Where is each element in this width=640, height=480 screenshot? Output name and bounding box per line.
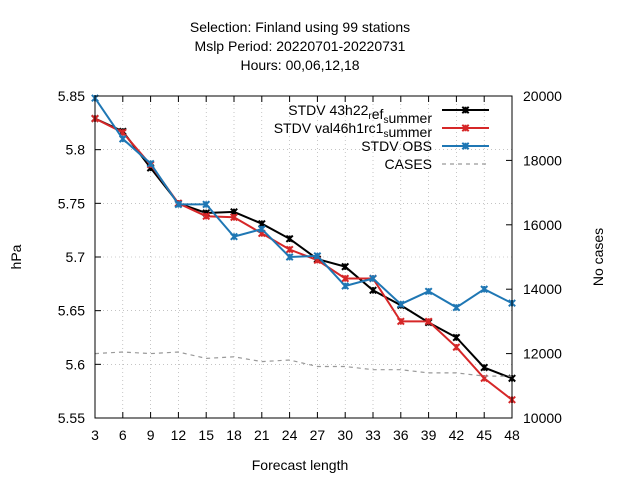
data-point: [341, 262, 350, 271]
x-tick-label: 6: [119, 427, 127, 443]
x-tick-label: 9: [147, 427, 155, 443]
legend-marker: [461, 124, 470, 132]
y-tick-label: 5.85: [58, 88, 85, 104]
chart-title: Selection: Finland using 99 stations Msl…: [190, 19, 410, 73]
series-line: [94, 351, 512, 377]
x-tick-label: 39: [421, 427, 437, 443]
series-layer: [91, 94, 516, 404]
y-axis-label: hPa: [8, 244, 24, 269]
y2-tick-label: 12000: [523, 346, 562, 362]
title-line-2: Mslp Period: 20220701-20220731: [195, 38, 406, 54]
data-point: [230, 232, 238, 241]
title-line-3: Hours: 00,06,12,18: [240, 57, 359, 73]
legend-label: STDV val46h1rc1summer: [274, 120, 433, 140]
y2-tick-label: 20000: [523, 88, 562, 104]
series-line: [94, 117, 513, 401]
x-tick-label: 42: [449, 427, 465, 443]
x-tick-label: 36: [393, 427, 409, 443]
y2-tick-label: 10000: [523, 410, 562, 426]
data-point: [285, 234, 294, 243]
legend-marker: [461, 142, 470, 150]
legend-label: CASES: [385, 156, 432, 172]
ticks: 3 6 9 12 15 18 21 24 27 30 33 36 39 42 45 485.555.65.65…: [58, 88, 562, 443]
series-2: [91, 114, 516, 404]
data-point: [424, 287, 433, 296]
y2-tick-label: 16000: [523, 217, 562, 233]
legend-label: STDV 43h22refsummer: [288, 102, 432, 126]
legend-label: STDV OBS: [361, 138, 432, 154]
data-point: [452, 303, 461, 312]
data-point: [257, 225, 266, 234]
x-tick-label: 12: [171, 427, 187, 443]
y2-tick-label: 14000: [523, 281, 562, 297]
x-tick-label: 3: [91, 427, 99, 443]
x-tick-label: 27: [310, 427, 326, 443]
data-point: [452, 343, 461, 352]
data-point: [230, 213, 238, 222]
data-point: [452, 333, 461, 342]
series-line: [94, 97, 513, 309]
legend-item-3: STDV OBS: [361, 138, 489, 154]
legend-item-4: CASES: [385, 156, 489, 172]
y2-tick-label: 18000: [523, 152, 562, 168]
data-point: [313, 252, 322, 260]
legend-item-2: STDV val46h1rc1summer: [274, 120, 489, 140]
data-point: [285, 253, 294, 261]
x-tick-label: 48: [504, 427, 520, 443]
x-tick-label: 21: [254, 427, 270, 443]
y2-axis-label: No cases: [590, 228, 606, 286]
x-tick-label: 24: [282, 427, 298, 443]
series-4: [94, 351, 512, 377]
title-line-1: Selection: Finland using 99 stations: [190, 19, 410, 35]
data-point: [424, 317, 433, 326]
y-tick-label: 5.6: [66, 356, 86, 372]
data-point: [369, 286, 377, 295]
data-point: [341, 274, 350, 283]
data-point: [369, 274, 377, 283]
y-tick-label: 5.65: [58, 303, 85, 319]
data-point: [174, 200, 183, 209]
x-tick-label: 33: [365, 427, 381, 443]
x-tick-label: 30: [337, 427, 353, 443]
x-tick-label: 45: [476, 427, 492, 443]
legend-marker: [461, 106, 470, 114]
legend-item-1: STDV 43h22refsummer: [288, 102, 489, 126]
x-tick-label: 15: [198, 427, 214, 443]
data-point: [285, 245, 294, 254]
data-point: [480, 363, 489, 372]
x-tick-label: 18: [226, 427, 242, 443]
y-tick-label: 5.75: [58, 195, 85, 211]
data-point: [202, 212, 211, 221]
data-point: [396, 300, 405, 309]
data-point: [396, 317, 405, 326]
data-point: [146, 159, 155, 168]
x-axis-label: Forecast length: [252, 457, 349, 473]
data-point: [480, 285, 489, 294]
data-point: [341, 282, 350, 290]
data-point: [202, 200, 211, 209]
y-tick-label: 5.7: [66, 249, 86, 265]
series-line: [94, 117, 513, 380]
data-point: [118, 135, 127, 143]
series-3: [91, 94, 516, 312]
y-tick-label: 5.8: [66, 142, 86, 158]
y-tick-label: 5.55: [58, 410, 85, 426]
